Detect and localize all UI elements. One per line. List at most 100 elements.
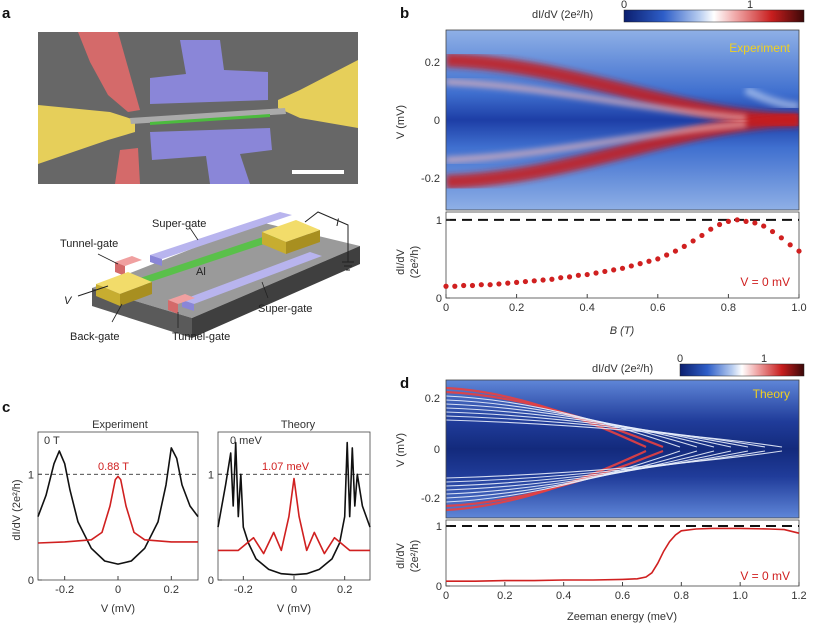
y-tick-label: 1	[436, 215, 442, 227]
theory-curve	[446, 450, 783, 479]
map-d-ytick: 0	[434, 444, 440, 456]
data-point	[796, 248, 802, 254]
data-point	[540, 277, 546, 283]
trace-b-annotation: V = 0 mV	[740, 275, 790, 289]
chart-c-left-title: Experiment	[92, 419, 148, 431]
data-point	[602, 268, 608, 275]
chart-c-right-title: Theory	[281, 419, 316, 431]
colorbar-d-max: 1	[761, 353, 767, 365]
data-point	[743, 218, 749, 224]
data-point	[469, 282, 476, 289]
x-tick-label: 0	[115, 584, 121, 596]
data-point	[619, 265, 626, 271]
data-point	[611, 267, 617, 273]
sem-green-segment	[150, 114, 270, 125]
schematic-al-wire	[140, 228, 300, 282]
theory-curve	[446, 450, 732, 491]
label-al: Al	[196, 266, 206, 278]
chart-d-trace: 0 0.2 0.4 0.6 0.8 1.0 1.2 1 0	[436, 519, 807, 602]
x-tick-label: 0.8	[721, 302, 736, 314]
device-schematic	[77, 211, 360, 338]
data-point	[752, 220, 758, 226]
panel-letter-b: b	[400, 5, 409, 22]
y-tick-label: 0	[436, 581, 442, 593]
c-right-label-red: 1.07 meV	[262, 461, 310, 473]
label-v: V	[64, 295, 73, 307]
chart-c-right-xlabel: V (mV)	[277, 603, 311, 615]
data-point	[637, 261, 643, 267]
data-point	[452, 283, 458, 289]
x-tick-label: -0.2	[234, 584, 253, 596]
data-point	[778, 235, 784, 241]
data-point	[708, 226, 714, 232]
colorbar-d	[679, 363, 805, 377]
trace-d-ylabel-2: (2e²/h)	[409, 540, 421, 572]
data-point	[681, 243, 687, 249]
map-d-ytick: -0.2	[421, 493, 440, 505]
scale-bar	[292, 170, 344, 174]
sem-red-gate-top	[78, 32, 140, 112]
series-line	[217, 441, 371, 576]
colorbar-b-max: 1	[747, 0, 753, 11]
x-tick-label: 0.4	[580, 302, 595, 314]
colorbar-b	[623, 9, 805, 23]
map-d-label: Theory	[753, 387, 790, 401]
panel-letter-d: d	[400, 375, 409, 392]
c-right-label-black: 0 meV	[230, 435, 262, 447]
data-point	[487, 282, 493, 288]
c-left-label-black: 0 T	[44, 435, 60, 447]
label-super-gate-top: Super-gate	[152, 218, 206, 230]
data-point	[443, 283, 449, 289]
ground-symbol	[342, 261, 354, 271]
data-point	[566, 274, 573, 280]
data-point	[664, 252, 670, 258]
colorbar-d-label: dI/dV (2e²/h)	[592, 363, 653, 375]
schematic-super-gate-top	[150, 212, 292, 259]
c-left-label-red: 0.88 T	[98, 461, 129, 473]
data-point	[628, 263, 634, 269]
x-tick-label: 0.6	[615, 590, 630, 602]
theory-curve	[446, 407, 732, 448]
map-b	[445, 29, 800, 211]
data-point	[584, 271, 590, 278]
map-b-ytick: 0	[434, 115, 440, 127]
map-d	[445, 379, 800, 519]
trace-b-ylabel-2: (2e²/h)	[409, 246, 421, 278]
trace-d-annotation: V = 0 mV	[740, 569, 790, 583]
data-point	[716, 221, 723, 228]
theory-curve	[446, 415, 766, 448]
data-point	[514, 279, 520, 285]
x-tick-label: 0.2	[164, 584, 179, 596]
theory-curve	[446, 411, 749, 448]
map-d-ytick: 0.2	[425, 393, 440, 405]
x-tick-label: 0	[443, 302, 449, 314]
colorbar-d-min: 0	[677, 353, 683, 365]
data-point	[734, 217, 740, 223]
x-tick-label: 1.2	[791, 590, 806, 602]
y-tick-label: 0	[208, 575, 214, 587]
data-point	[505, 280, 511, 286]
data-point	[646, 258, 652, 264]
chart-c-left-xlabel: V (mV)	[101, 603, 135, 615]
plot-frame	[445, 211, 800, 299]
x-tick-label: 0.4	[556, 590, 571, 602]
label-tunnel-gate-left: Tunnel-gate	[60, 238, 118, 250]
x-tick-label: 1.0	[791, 302, 806, 314]
y-tick-label: 0	[28, 575, 34, 587]
chart-c-left: -0.2 0 0.2 1 0	[28, 431, 199, 596]
map-b-ytick: -0.2	[421, 173, 440, 185]
series-line	[37, 475, 198, 544]
series-line	[218, 477, 370, 555]
theory-curve	[446, 450, 766, 483]
trace-b-ylabel-1: dI/dV	[395, 248, 407, 274]
colorbar-b-label: dI/dV (2e²/h)	[532, 9, 593, 21]
data-point	[699, 232, 705, 239]
data-point	[725, 218, 732, 224]
schematic-super-gate-bottom	[182, 252, 322, 304]
panel-letter-a: a	[2, 5, 11, 22]
series-line	[446, 527, 800, 582]
x-tick-label: 0	[291, 584, 297, 596]
y-tick-label: 1	[436, 521, 442, 533]
data-point	[478, 282, 484, 288]
x-tick-label: 0.6	[650, 302, 665, 314]
